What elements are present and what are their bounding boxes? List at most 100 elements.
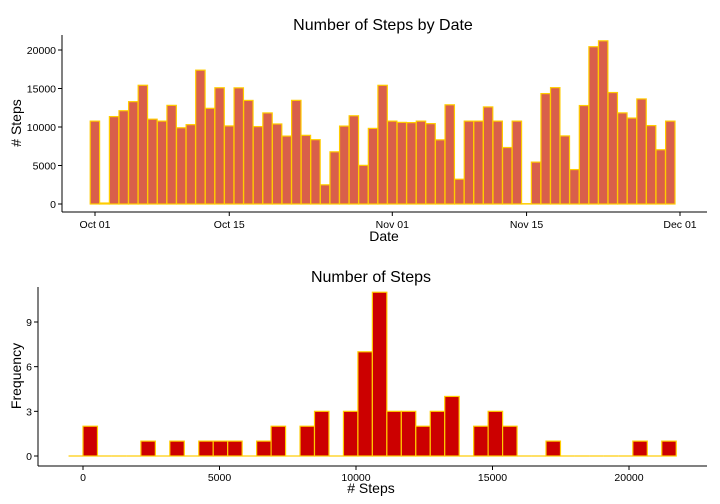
chart1-bar xyxy=(99,202,110,205)
chart1-bar xyxy=(281,135,293,205)
chart2-bar xyxy=(140,440,156,457)
chart2-bar xyxy=(256,440,272,457)
chart1-bar xyxy=(291,99,302,205)
chart1-bar xyxy=(89,120,101,205)
chart2-bar xyxy=(545,440,562,457)
chart2-x-tick-label: 15000 xyxy=(478,472,507,484)
chart1-bar xyxy=(569,168,580,205)
chart1-x-tick-label: Oct 15 xyxy=(214,219,245,231)
chart2-bar xyxy=(473,425,489,457)
chart1-bar xyxy=(300,134,312,205)
chart1-bar xyxy=(454,178,465,205)
chart2-bar xyxy=(444,395,460,457)
chart1-y-tick-label: 15000 xyxy=(27,84,56,96)
chart1-bar xyxy=(185,124,197,205)
chart2-title: Number of Steps xyxy=(311,269,431,286)
chart1-bar xyxy=(204,107,216,205)
chart1-bar xyxy=(147,118,158,205)
chart1-title: Number of Steps by Date xyxy=(293,17,473,34)
chart2-y-tick-label: 6 xyxy=(26,362,32,374)
chart1-y-tick-label: 5000 xyxy=(33,161,57,173)
chart1-bar xyxy=(377,84,388,205)
chart2-x-ticks: 0 5000 10000 15000 20000 xyxy=(80,466,644,484)
chart1-bar xyxy=(530,161,542,205)
chart2-x-label: # Steps xyxy=(347,480,394,496)
steps-histogram-chart: Number of Steps 0 3 6 9 0 5000 10000 15000 2000… xyxy=(8,269,707,496)
chart1-bar xyxy=(482,106,494,205)
chart1-bar xyxy=(655,149,667,205)
chart1-bar xyxy=(348,115,360,205)
chart1-x-ticks: Oct 01 Oct 15 Nov 01 Nov 15 Dec 01 xyxy=(80,212,697,231)
chart1-x-tick-label: Nov 01 xyxy=(376,219,409,231)
chart1-bar xyxy=(156,120,168,205)
chart2-bar xyxy=(198,440,214,457)
chart1-bar xyxy=(252,125,264,205)
chart1-bar xyxy=(166,104,177,205)
chart1-bar xyxy=(549,87,561,205)
chart1-bar xyxy=(501,146,513,205)
chart1-bar xyxy=(578,104,590,205)
chart2-bar xyxy=(169,440,185,457)
chart1-bar xyxy=(310,139,321,205)
chart1-bar xyxy=(540,92,551,205)
chart1-bar xyxy=(636,98,647,205)
chart1-bar xyxy=(329,151,340,205)
chart1-y-tick-label: 10000 xyxy=(27,122,56,134)
chart1-bar xyxy=(665,120,676,205)
chart2-x-tick-label: 20000 xyxy=(614,472,643,484)
chart2-bar xyxy=(342,410,359,457)
chart1-bar xyxy=(262,112,273,205)
chart2-x-tick-label: 0 xyxy=(80,472,86,484)
chart1-bar xyxy=(626,117,638,205)
chart2-y-label: Frequency xyxy=(8,343,24,409)
chart1-x-tick-label: Oct 01 xyxy=(80,219,111,231)
chart1-bar xyxy=(367,127,379,205)
chart1-bar xyxy=(434,139,446,205)
chart1-bar xyxy=(645,124,657,205)
chart1-bar xyxy=(406,121,417,205)
chart2-bar xyxy=(400,410,417,457)
chart1-bar xyxy=(415,120,427,205)
chart2-bar xyxy=(415,425,431,457)
chart2-bar xyxy=(632,440,648,457)
chart2-bar xyxy=(82,425,99,457)
chart2-bar xyxy=(212,440,229,457)
chart2-bar xyxy=(502,425,518,457)
chart1-bar xyxy=(473,120,484,205)
chart1-bar xyxy=(175,127,187,205)
chart1-x-tick-label: Nov 15 xyxy=(510,219,543,231)
chart1-bar xyxy=(214,87,225,205)
chart1-bar xyxy=(386,120,398,205)
chart2-bar xyxy=(270,425,287,457)
chart1-bar xyxy=(425,123,436,205)
chart1-y-ticks: 0 5000 10000 15000 20000 xyxy=(27,45,62,211)
chart1-bar xyxy=(233,87,245,205)
chart2-bar xyxy=(661,440,677,457)
chart2-bar xyxy=(313,410,330,457)
chart2-bar xyxy=(386,410,402,457)
chart1-y-tick-label: 0 xyxy=(50,199,56,211)
chart1-bar xyxy=(617,112,628,205)
chart2-y-tick-label: 3 xyxy=(26,406,32,418)
chart1-bar xyxy=(607,91,619,205)
chart2-bar xyxy=(299,425,316,457)
chart2-y-ticks: 0 3 6 9 xyxy=(26,317,38,463)
chart1-bar xyxy=(118,110,129,205)
chart1-bar xyxy=(588,46,599,205)
chart1-x-tick-label: Dec 01 xyxy=(663,219,696,231)
chart2-bar xyxy=(487,410,504,457)
chart1-bar xyxy=(492,120,503,205)
chart1-bar xyxy=(597,40,609,205)
chart2-bar xyxy=(371,291,388,457)
chart2-bar xyxy=(227,440,243,457)
chart1-bar xyxy=(358,164,369,205)
chart1-bar xyxy=(396,121,408,205)
chart1-bar xyxy=(108,115,120,205)
chart1-bar xyxy=(137,84,149,205)
chart1-bar xyxy=(511,120,523,205)
chart2-bar xyxy=(429,410,446,457)
chart1-bar xyxy=(127,101,139,205)
chart1-bar xyxy=(195,69,206,205)
chart1-y-label: # Steps xyxy=(8,99,24,146)
